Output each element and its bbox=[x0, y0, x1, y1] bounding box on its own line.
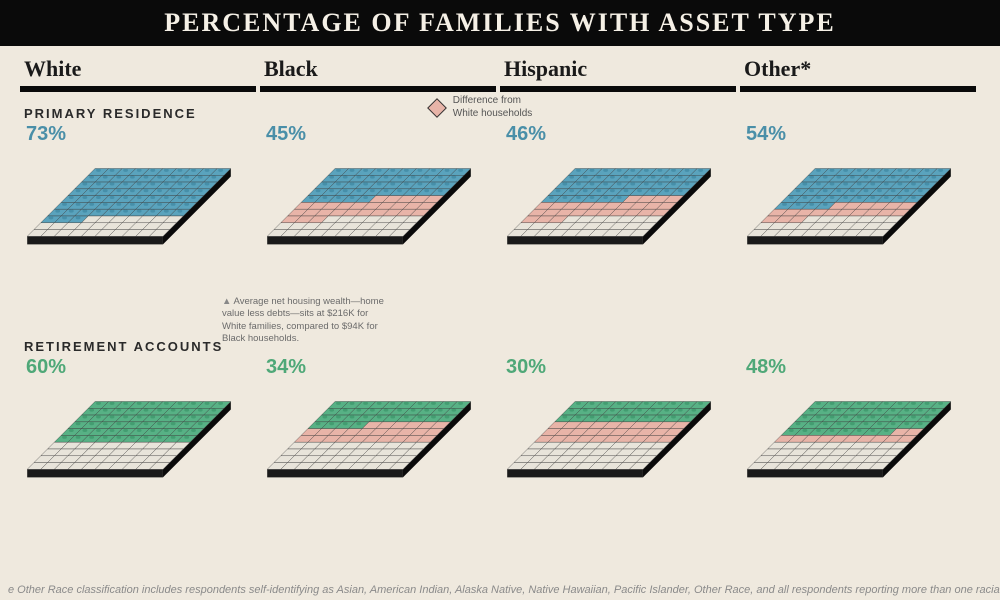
page-title: PERCENTAGE OF FAMILIES WITH ASSET TYPE bbox=[0, 0, 1000, 46]
grid-cell: 73% bbox=[20, 123, 260, 283]
iso-grid bbox=[744, 381, 954, 501]
grid-cell: 34% bbox=[260, 356, 500, 516]
annotation-text: Average net housing wealth—home value le… bbox=[222, 296, 384, 344]
annotation-marker: ▲ bbox=[222, 296, 231, 307]
iso-grid bbox=[264, 148, 474, 268]
grid-cell: 60% bbox=[20, 356, 260, 516]
percentage-value: 60% bbox=[24, 356, 256, 379]
percentage-value: 30% bbox=[504, 356, 736, 379]
header-underline bbox=[20, 86, 256, 92]
row-primary-residence: Difference from White households 73%45%4… bbox=[0, 123, 1000, 283]
group-header-white: White bbox=[20, 46, 260, 86]
percentage-value: 45% bbox=[264, 123, 496, 146]
header-underline bbox=[740, 86, 976, 92]
annotation-housing-wealth: ▲ Average net housing wealth—home value … bbox=[222, 296, 392, 345]
bottom-footnote: e Other Race classification includes res… bbox=[0, 584, 1000, 596]
iso-grid bbox=[504, 148, 714, 268]
legend-diff: Difference from White households bbox=[430, 95, 533, 120]
percentage-value: 73% bbox=[24, 123, 256, 146]
iso-grid bbox=[24, 381, 234, 501]
percentage-value: 54% bbox=[744, 123, 976, 146]
row-retirement-accounts: 60% 34% 30% 48% bbox=[0, 356, 1000, 516]
iso-grid bbox=[24, 148, 234, 268]
iso-grid bbox=[504, 381, 714, 501]
iso-grid bbox=[744, 148, 954, 268]
header-underline bbox=[260, 86, 496, 92]
iso-grid bbox=[264, 381, 474, 501]
percentage-value: 34% bbox=[264, 356, 496, 379]
group-header-other: Other* bbox=[740, 46, 980, 86]
grid-cell: 54% bbox=[740, 123, 980, 283]
percentage-value: 48% bbox=[744, 356, 976, 379]
grid-cell: 45% bbox=[260, 123, 500, 283]
grid-cell: 48% bbox=[740, 356, 980, 516]
section-label-retirement: RETIREMENT ACCOUNTS bbox=[0, 283, 1000, 356]
legend-swatch bbox=[427, 98, 447, 118]
legend-text: Difference from White households bbox=[453, 95, 533, 120]
percentage-value: 46% bbox=[504, 123, 736, 146]
column-headers: White Black Hispanic Other* bbox=[0, 46, 1000, 92]
header-underline bbox=[500, 86, 736, 92]
group-header-black: Black bbox=[260, 46, 500, 86]
group-header-hispanic: Hispanic bbox=[500, 46, 740, 86]
grid-cell: 30% bbox=[500, 356, 740, 516]
grid-cell: 46% bbox=[500, 123, 740, 283]
